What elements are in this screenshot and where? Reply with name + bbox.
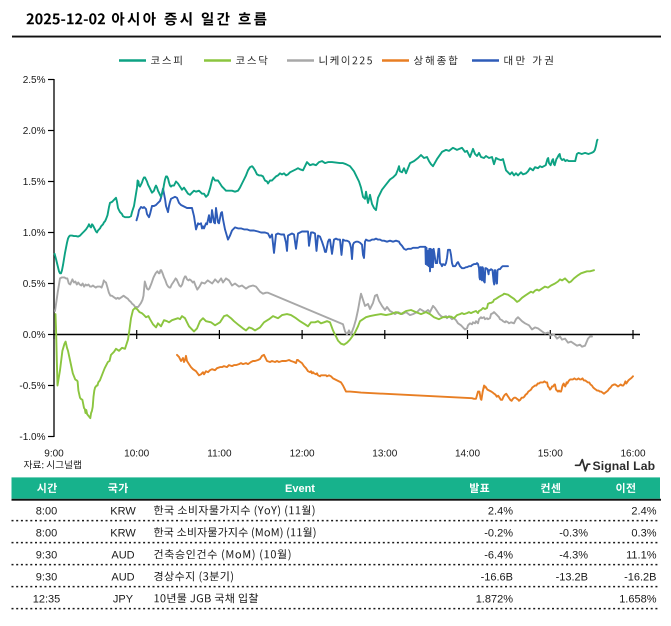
svg-text:-0.5%: -0.5% [19, 381, 45, 392]
svg-text:AUD: AUD [111, 549, 134, 561]
svg-text:KRW: KRW [110, 505, 136, 517]
svg-text:0.5%: 0.5% [23, 279, 46, 290]
svg-text:1.5%: 1.5% [23, 177, 46, 188]
svg-text:9:30: 9:30 [36, 571, 57, 583]
svg-text:-4.3%: -4.3% [559, 549, 588, 561]
svg-text:AUD: AUD [111, 571, 134, 583]
svg-text:15:00: 15:00 [538, 448, 563, 459]
svg-text:JPY: JPY [113, 593, 134, 605]
svg-text:-0.3%: -0.3% [559, 527, 588, 539]
svg-text:9:00: 9:00 [44, 448, 64, 459]
svg-text:8:00: 8:00 [36, 505, 57, 517]
svg-text:14:00: 14:00 [455, 448, 480, 459]
svg-text:-1.0%: -1.0% [19, 432, 45, 443]
svg-text:-6.4%: -6.4% [484, 549, 513, 561]
svg-text:10:00: 10:00 [124, 448, 149, 459]
svg-text:-16.2B: -16.2B [624, 571, 656, 583]
svg-text:2.5%: 2.5% [23, 75, 46, 86]
svg-text:9:30: 9:30 [36, 549, 57, 561]
svg-text:0.0%: 0.0% [23, 330, 46, 341]
svg-text:KRW: KRW [110, 527, 136, 539]
svg-text:Event: Event [285, 483, 315, 495]
svg-text:0.3%: 0.3% [631, 527, 656, 539]
svg-text:8:00: 8:00 [36, 527, 57, 539]
svg-text:Signal Lab: Signal Lab [593, 459, 656, 473]
svg-text:13:00: 13:00 [372, 448, 397, 459]
svg-text:2.0%: 2.0% [23, 126, 46, 137]
svg-text:2.4%: 2.4% [488, 505, 513, 517]
svg-text:1.658%: 1.658% [619, 593, 657, 605]
svg-text:1.0%: 1.0% [23, 228, 46, 239]
svg-text:-13.2B: -13.2B [556, 571, 588, 583]
svg-text:1.872%: 1.872% [476, 593, 514, 605]
svg-text:11.1%: 11.1% [626, 549, 657, 561]
svg-text:-0.2%: -0.2% [484, 527, 513, 539]
svg-text:16:00: 16:00 [620, 448, 645, 459]
svg-text:12:35: 12:35 [33, 593, 61, 605]
svg-text:12:00: 12:00 [290, 448, 315, 459]
svg-text:2.4%: 2.4% [631, 505, 656, 517]
svg-text:-16.6B: -16.6B [481, 571, 513, 583]
svg-text:11:00: 11:00 [207, 448, 232, 459]
